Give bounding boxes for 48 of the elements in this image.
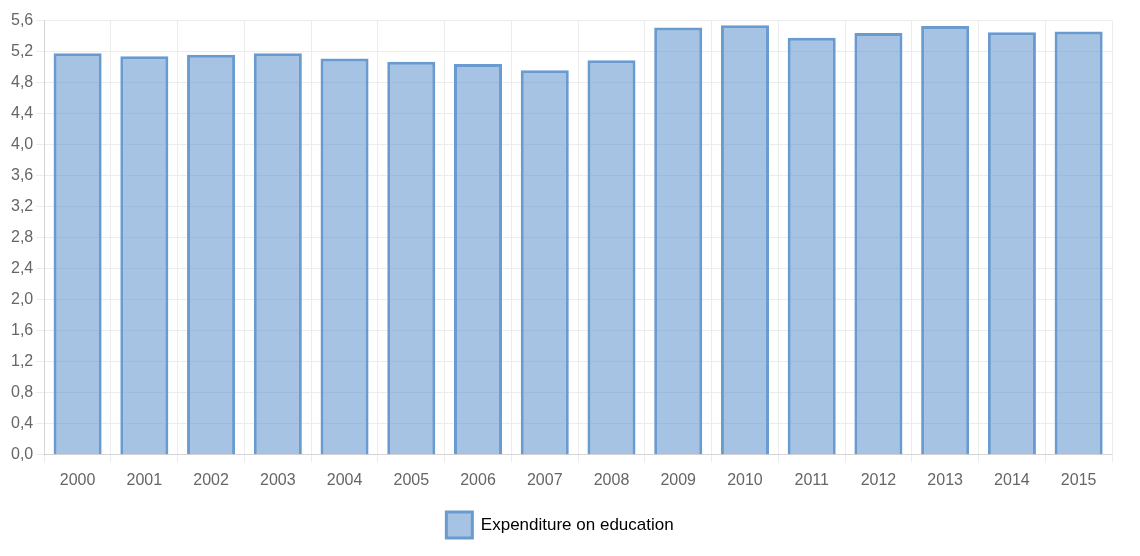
x-tick-label: 2003 xyxy=(260,470,296,488)
bar xyxy=(120,56,169,455)
x-tick-label: 2004 xyxy=(326,470,363,488)
bar xyxy=(854,33,903,455)
y-tick-label: 3,2 xyxy=(10,197,34,215)
x-tick-label: 2014 xyxy=(994,470,1030,488)
y-tick-label: 2,8 xyxy=(10,228,34,246)
x-tick-label: 2011 xyxy=(794,470,829,488)
y-tick-label: 1,2 xyxy=(10,352,34,370)
y-tick-label: 5,2 xyxy=(10,42,34,60)
bar xyxy=(453,64,503,455)
bar xyxy=(520,70,569,455)
bar xyxy=(921,26,970,455)
x-tick-label: 2013 xyxy=(927,470,964,488)
bar xyxy=(787,37,836,455)
y-tick-label: 5,6 xyxy=(10,11,34,29)
legend-label: Expenditure on education xyxy=(480,514,674,534)
bar xyxy=(987,32,1036,455)
y-tick-label: 4,4 xyxy=(10,104,34,122)
y-tick-label: 2,4 xyxy=(10,259,34,277)
bar xyxy=(187,54,236,455)
bar xyxy=(1054,31,1103,455)
y-tick-label: 3,6 xyxy=(10,166,34,184)
x-tick-label: 2009 xyxy=(660,470,697,488)
x-tick-label: 2012 xyxy=(860,470,897,488)
y-tick-label: 0,8 xyxy=(10,383,34,401)
y-tick-label: 1,6 xyxy=(10,321,34,339)
x-tick-label: 2000 xyxy=(59,470,96,488)
x-tick-label: 2006 xyxy=(460,470,496,488)
x-tick-label: 2007 xyxy=(526,470,563,488)
x-tick-label: 2002 xyxy=(193,470,229,488)
x-tick-label: 2005 xyxy=(393,470,430,488)
x-tick-label: 2010 xyxy=(727,470,763,488)
bar xyxy=(253,53,302,455)
bar xyxy=(387,61,436,455)
bar xyxy=(587,60,636,455)
x-tick-label: 2008 xyxy=(593,470,630,488)
bar xyxy=(320,58,369,455)
bar xyxy=(53,53,102,455)
x-tick-label: 2015 xyxy=(1060,470,1097,488)
y-tick-label: 4,0 xyxy=(10,135,34,153)
y-tick-label: 4,8 xyxy=(10,73,34,91)
y-tick-label: 0,0 xyxy=(10,445,34,463)
y-tick-label: 0,4 xyxy=(10,414,34,432)
x-tick-label: 2001 xyxy=(126,470,163,488)
y-tick-label: 2,0 xyxy=(10,290,34,308)
bar xyxy=(654,27,703,455)
bar xyxy=(720,25,769,455)
